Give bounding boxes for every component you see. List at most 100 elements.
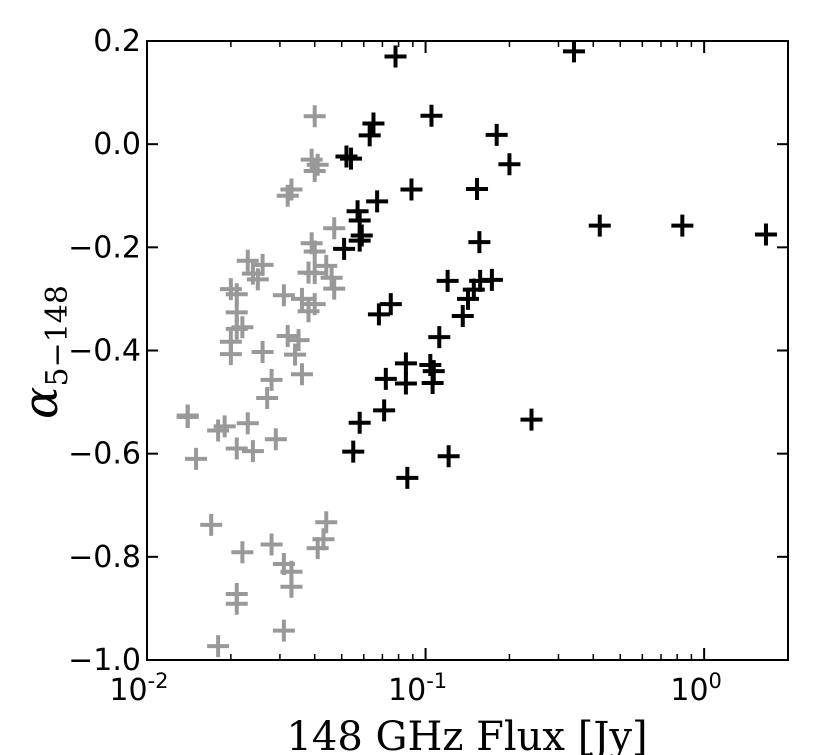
data-point [287, 329, 310, 352]
data-point [358, 124, 381, 147]
data-point [303, 105, 326, 128]
x-tick-label-exponent: -2 [148, 669, 169, 693]
data-point [436, 269, 459, 292]
data-point [323, 277, 346, 300]
data-point [498, 153, 521, 176]
data-point [303, 262, 326, 285]
data-point [225, 437, 248, 460]
data-point [219, 343, 242, 366]
x-tick-label-base: 10 [109, 673, 147, 708]
data-point [379, 293, 402, 316]
y-tick-label: −0.6 [68, 437, 141, 472]
data-point [754, 223, 777, 246]
data-point [350, 224, 373, 247]
y-axis-label-subscript: 5−148 [40, 285, 75, 386]
data-point [236, 249, 259, 272]
data-point [284, 343, 307, 366]
data-point [176, 406, 199, 429]
data-point [428, 326, 451, 349]
data-point [420, 104, 443, 127]
axis-ticks: 0.20.0−0.2−0.4−0.6−0.8−1.010-2 10-1 100 [68, 24, 788, 708]
data-point [320, 266, 343, 289]
y-tick-label: −0.8 [68, 540, 141, 575]
data-point [400, 178, 423, 201]
data-point [272, 619, 295, 642]
y-axis-label-symbol: α [13, 387, 69, 419]
data-point [246, 268, 269, 291]
data-point [251, 341, 274, 364]
data-point [468, 231, 491, 254]
data-point [323, 217, 346, 240]
data-point [272, 284, 295, 307]
data-point [303, 159, 326, 182]
y-tick-label: −0.2 [68, 230, 141, 265]
data-point [394, 352, 417, 375]
x-tick-label-exponent: 0 [709, 669, 722, 693]
data-point [260, 368, 283, 391]
x-tick-label: 10-1 [388, 669, 447, 708]
data-point [342, 440, 365, 463]
x-tick-label: 10-2 [109, 669, 168, 708]
data-point [225, 317, 248, 340]
data-point [260, 533, 283, 556]
data-point [437, 445, 460, 468]
data-point [421, 371, 444, 394]
data-point [335, 145, 358, 168]
data-point [348, 209, 371, 232]
data-point [396, 466, 419, 489]
y-tick-label: −0.4 [68, 334, 141, 369]
data-point [456, 287, 479, 310]
data-point [485, 123, 508, 146]
y-tick-label: −1.0 [68, 643, 141, 678]
data-point [394, 372, 417, 395]
data-point [207, 635, 230, 658]
data-point [241, 440, 264, 463]
data-point [340, 147, 363, 170]
data-point [315, 254, 338, 277]
data-point [374, 367, 397, 390]
data-point [373, 399, 396, 422]
x-tick-label-base: 10 [388, 673, 426, 708]
y-axis-label: α5−148 [13, 285, 75, 419]
data-point [348, 229, 371, 252]
data-point [315, 511, 338, 534]
data-point [225, 592, 248, 615]
data-point [366, 190, 389, 213]
data-point [200, 513, 223, 536]
data-point [236, 412, 259, 435]
data-point [303, 240, 326, 263]
data-point [264, 428, 287, 451]
x-axis-label: 148 GHz Flux [Jy] [286, 714, 647, 755]
data-point [256, 386, 279, 409]
data-point [276, 325, 299, 348]
data-point [306, 537, 329, 560]
y-tick-label: 0.0 [93, 127, 141, 162]
data-point [290, 287, 313, 310]
data-point [362, 112, 385, 135]
data-point [333, 237, 356, 260]
plot-area [147, 41, 788, 660]
data-point [562, 40, 585, 63]
data-point [480, 268, 503, 291]
data-point [367, 303, 390, 326]
data-point [520, 408, 543, 431]
data-point [207, 419, 230, 442]
plot-frame [146, 40, 789, 661]
y-tick-label: 0.2 [93, 24, 141, 59]
data-point [276, 184, 299, 207]
data-point [671, 214, 694, 237]
data-point [231, 541, 254, 564]
x-tick-label-exponent: -1 [426, 669, 447, 693]
data-point [466, 178, 489, 201]
data-point [280, 575, 303, 598]
x-tick-label: 100 [670, 669, 722, 708]
data-point [290, 363, 313, 386]
data-point [588, 214, 611, 237]
data-point [384, 45, 407, 68]
x-tick-label-base: 10 [670, 673, 708, 708]
data-point [348, 411, 371, 434]
data-point [185, 447, 208, 470]
data-points [176, 40, 777, 658]
data-point [451, 304, 474, 327]
